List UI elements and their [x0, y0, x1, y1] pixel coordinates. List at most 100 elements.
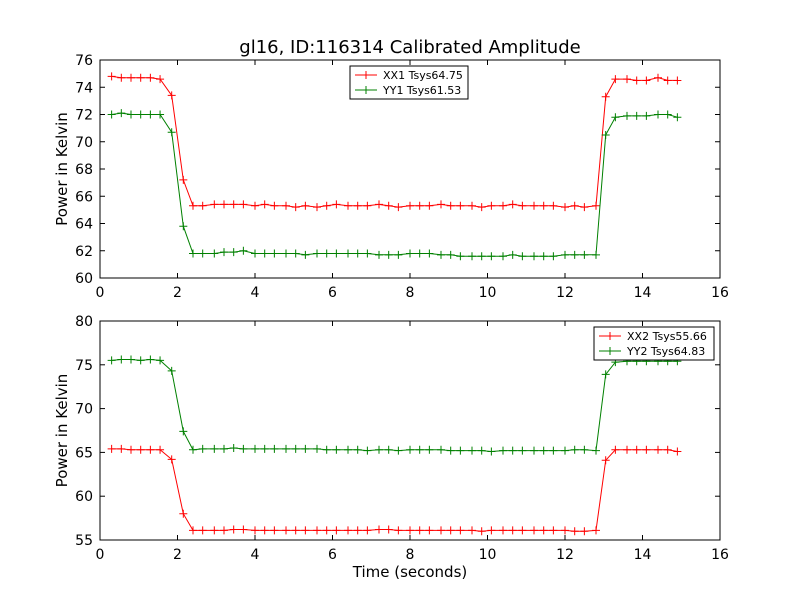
- data-point-marker: [384, 201, 393, 210]
- data-point-marker: [468, 446, 476, 455]
- data-point-marker: [415, 526, 424, 535]
- data-point-marker: [117, 109, 126, 118]
- data-point-marker: [229, 200, 238, 209]
- data-point-marker: [210, 526, 219, 535]
- data-point-marker: [167, 128, 176, 137]
- data-point-marker: [107, 72, 116, 81]
- data-point-marker: [270, 201, 279, 210]
- data-point-marker: [301, 444, 310, 453]
- data-point-marker: [210, 249, 219, 258]
- data-point-marker: [117, 355, 126, 364]
- x-tick-label: 8: [406, 285, 415, 301]
- data-point-marker: [487, 201, 496, 210]
- data-point-marker: [291, 526, 300, 535]
- data-point-marker: [394, 250, 403, 259]
- series-2: [107, 109, 682, 261]
- data-point-marker: [561, 526, 569, 535]
- x-tick-label: 12: [556, 285, 574, 301]
- legend: XX1 Tsys64.75 YY1 Tsys61.53: [349, 65, 469, 100]
- data-point-marker: [592, 446, 600, 455]
- y-tick-label: 64: [75, 217, 93, 233]
- data-point-marker: [487, 252, 496, 261]
- data-point-marker: [322, 526, 331, 535]
- data-point-marker: [487, 447, 496, 456]
- data-point-marker: [406, 201, 414, 210]
- data-point-marker: [270, 249, 279, 258]
- data-point-marker: [167, 455, 176, 464]
- data-point-marker: [179, 427, 188, 436]
- data-point-marker: [384, 445, 393, 454]
- data-point-marker: [291, 249, 300, 258]
- y-axis-label: Power in Kelvin: [53, 112, 71, 226]
- data-point-marker: [437, 200, 445, 209]
- data-point-marker: [654, 445, 662, 454]
- data-point-marker: [270, 444, 279, 453]
- data-point-marker: [198, 249, 207, 258]
- data-point-marker: [592, 250, 600, 259]
- data-point-marker: [167, 366, 176, 375]
- y-tick-label: 70: [75, 402, 93, 418]
- data-point-marker: [406, 526, 414, 535]
- data-point-marker: [530, 526, 538, 535]
- data-point-marker: [663, 76, 672, 85]
- series-2: [107, 355, 682, 456]
- x-tick-label: 6: [328, 285, 337, 301]
- data-point-marker: [375, 445, 383, 454]
- legend-box: [593, 326, 715, 361]
- series-1: [107, 444, 682, 536]
- legend-entry-label: XX2 Tsys55.66: [627, 330, 707, 343]
- data-point-marker: [344, 526, 352, 535]
- y-tick-label: 65: [75, 445, 93, 461]
- legend: XX2 Tsys55.66 YY2 Tsys64.83: [593, 326, 715, 361]
- data-point-marker: [301, 250, 310, 259]
- data-point-marker: [580, 203, 589, 212]
- data-point-marker: [477, 203, 486, 212]
- data-point-marker: [198, 526, 207, 535]
- data-point-marker: [282, 201, 290, 210]
- data-point-marker: [127, 445, 135, 454]
- data-point-marker: [363, 249, 372, 258]
- data-point-marker: [107, 444, 116, 453]
- data-point-marker: [601, 130, 610, 139]
- data-point-marker: [282, 249, 290, 258]
- data-point-marker: [632, 111, 641, 120]
- x-tick-label: 2: [173, 285, 182, 301]
- data-point-marker: [437, 250, 445, 259]
- data-point-marker: [468, 252, 476, 261]
- data-point-marker: [146, 110, 155, 119]
- data-point-marker: [353, 249, 362, 258]
- y-tick-label: 76: [75, 53, 93, 69]
- data-point-marker: [332, 200, 341, 209]
- data-point-marker: [363, 201, 372, 210]
- data-point-marker: [406, 445, 414, 454]
- data-point-marker: [446, 526, 455, 535]
- data-point-marker: [229, 525, 238, 534]
- data-point-marker: [580, 250, 589, 259]
- data-point-marker: [344, 201, 352, 210]
- x-tick-label: 16: [711, 285, 729, 301]
- data-point-marker: [570, 250, 579, 259]
- data-point-marker: [239, 444, 248, 453]
- data-point-marker: [456, 252, 465, 261]
- data-point-marker: [198, 201, 207, 210]
- data-point-marker: [117, 444, 126, 453]
- x-tick-label: 4: [251, 285, 260, 301]
- data-point-marker: [437, 445, 445, 454]
- data-point-marker: [406, 249, 414, 258]
- data-point-marker: [107, 110, 116, 119]
- x-tick-label: 16: [711, 547, 729, 563]
- data-point-marker: [260, 200, 269, 209]
- data-point-marker: [301, 526, 310, 535]
- y-tick-label: 75: [75, 358, 93, 374]
- data-point-marker: [189, 526, 197, 535]
- data-point-marker: [291, 444, 300, 453]
- data-point-marker: [623, 445, 631, 454]
- data-point-marker: [260, 444, 269, 453]
- data-point-marker: [136, 356, 145, 365]
- data-point-marker: [561, 446, 569, 455]
- data-point-marker: [136, 73, 145, 82]
- data-point-marker: [344, 445, 352, 454]
- data-point-marker: [642, 76, 651, 85]
- data-point-marker: [508, 446, 517, 455]
- data-point-marker: [384, 250, 393, 259]
